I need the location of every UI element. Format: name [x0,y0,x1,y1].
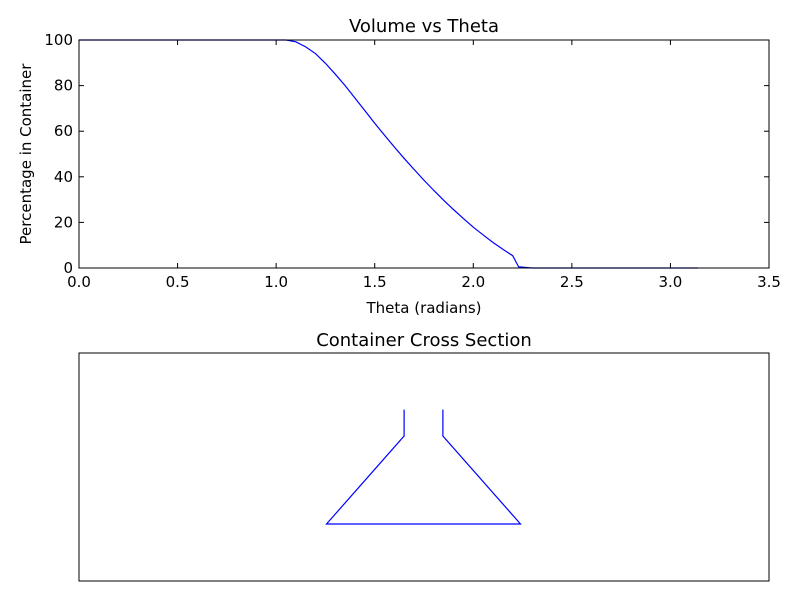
chart1-x-tick-label: 1.0 [264,273,288,291]
chart1-y-axis-label: Percentage in Container [17,63,35,245]
chart2-plot-frame [78,352,770,582]
chart1-x-tick-label: 1.5 [363,273,387,291]
chart1-x-tick-label: 0.5 [166,273,190,291]
chart1-y-tick-label: 100 [44,31,73,49]
volume-vs-theta-chart: Volume vs Theta 0.0 0.5 1.0 1.5 2.0 2.5 3.0 3.5… [17,16,781,317]
chart1-title: Volume vs Theta [349,16,499,37]
container-cross-section-chart: Container Cross Section [78,330,770,582]
chart1-x-ticks: 0.0 0.5 1.0 1.5 2.0 2.5 3.0 3.5 [67,40,781,291]
chart2-series-line [325,409,522,525]
chart1-x-tick-label: 2.0 [461,273,485,291]
chart1-y-tick-label: 40 [54,168,73,186]
chart1-series-line [79,39,699,269]
chart1-series-0-line [79,39,699,269]
chart1-y-ticks: 0 20 40 60 80 100 [44,31,769,277]
chart1-x-tick-label: 2.5 [560,273,584,291]
chart2-title: Container Cross Section [316,330,532,351]
chart1-x-axis-label: Theta (radians) [365,299,481,317]
chart1-plot-frame [78,39,770,269]
chart1-y-tick-label: 20 [54,213,73,231]
chart1-x-tick-label: 3.0 [658,273,682,291]
chart1-x-tick-label: 0.0 [67,273,91,291]
container-outline-line [325,409,522,525]
chart1-y-tick-label: 80 [54,77,73,95]
chart1-y-tick-label: 0 [63,259,73,277]
chart1-x-tick-label: 3.5 [757,273,781,291]
chart1-y-tick-label: 60 [54,122,73,140]
